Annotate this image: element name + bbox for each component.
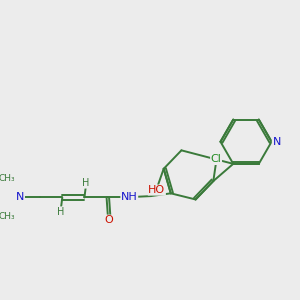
Text: N: N (272, 137, 281, 147)
Text: H: H (82, 178, 89, 188)
Text: N: N (16, 193, 24, 202)
Text: CH₃: CH₃ (0, 212, 15, 220)
Text: HO: HO (148, 185, 165, 195)
Text: Cl: Cl (211, 154, 221, 164)
Text: H: H (57, 207, 64, 217)
Text: NH: NH (121, 193, 138, 202)
Text: O: O (104, 215, 113, 225)
Text: CH₃: CH₃ (0, 174, 15, 183)
